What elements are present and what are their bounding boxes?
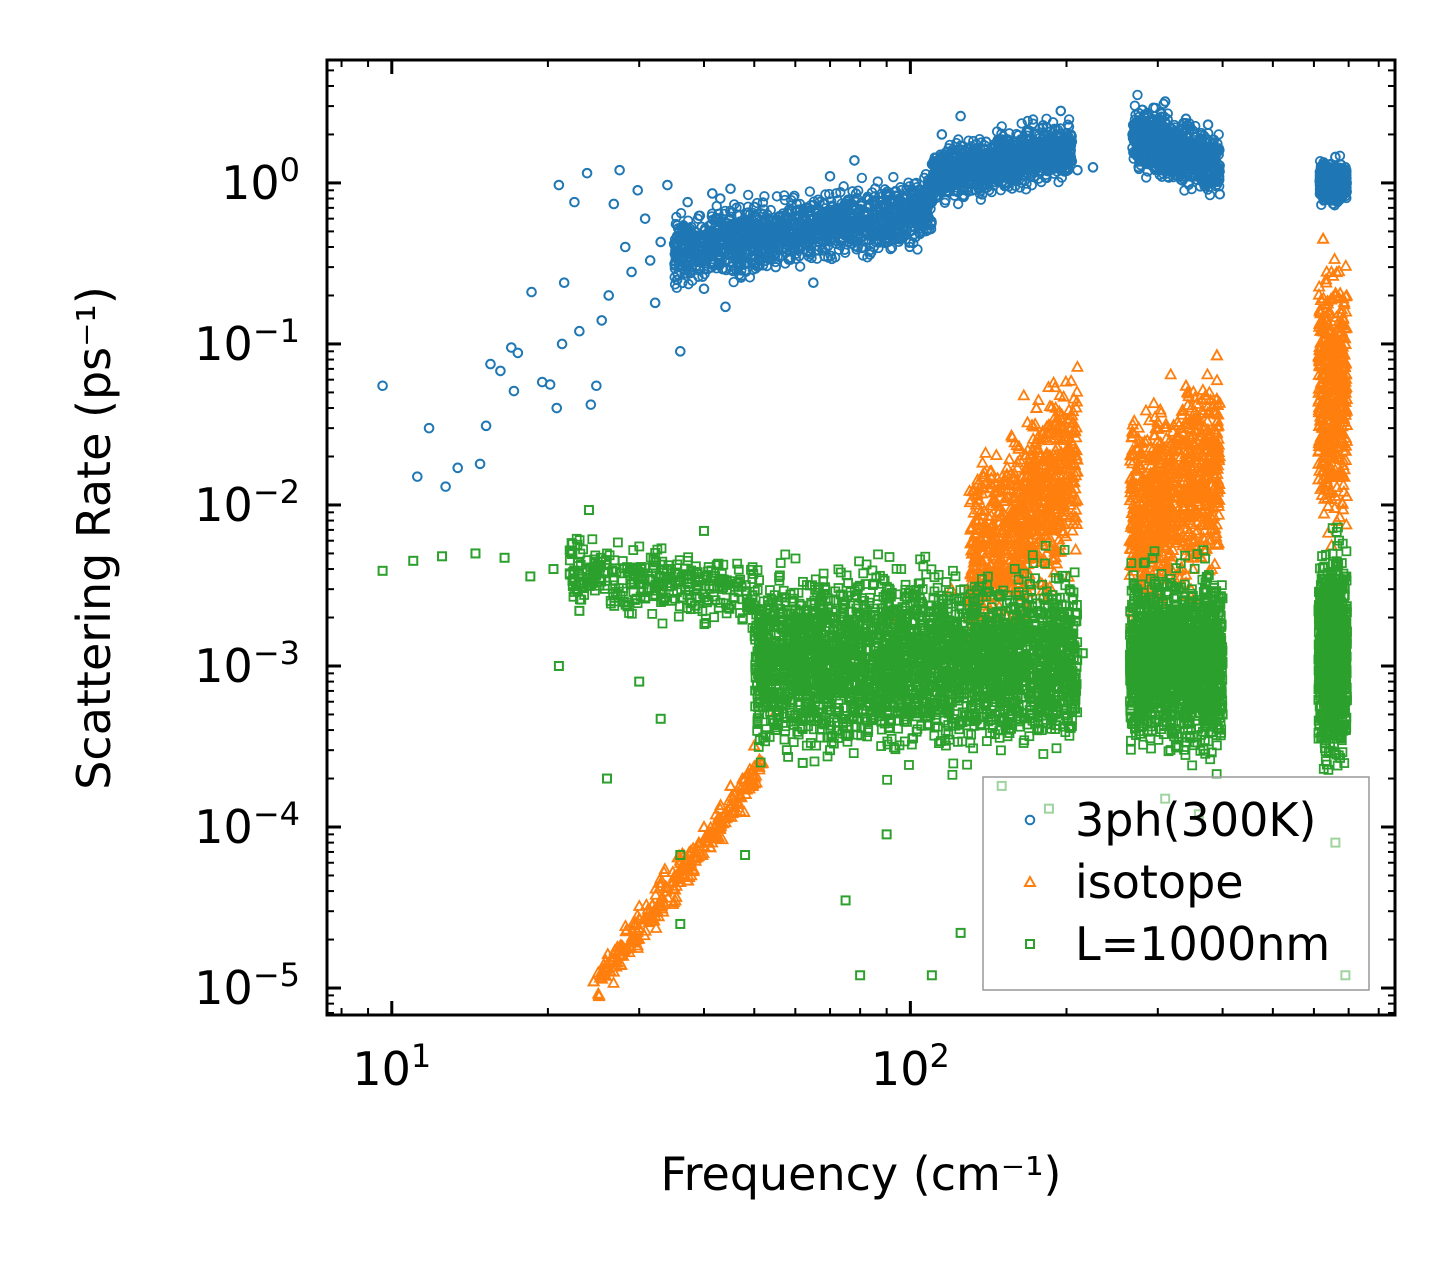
data-point bbox=[474, 458, 486, 470]
data-point bbox=[377, 380, 388, 392]
data-point bbox=[694, 210, 706, 221]
data-point bbox=[585, 399, 597, 410]
data-point bbox=[674, 346, 686, 357]
data-point bbox=[759, 191, 770, 202]
data-point bbox=[603, 290, 615, 301]
data-point bbox=[440, 481, 451, 492]
data-point bbox=[574, 325, 585, 337]
data-point bbox=[412, 471, 423, 482]
data-point bbox=[1070, 384, 1084, 397]
data-point bbox=[596, 315, 608, 326]
data-point bbox=[720, 301, 731, 313]
data-point bbox=[1017, 388, 1031, 401]
data-point bbox=[626, 266, 637, 278]
data-point bbox=[794, 261, 806, 272]
data-point bbox=[619, 241, 631, 253]
data-point bbox=[553, 179, 565, 191]
data-point bbox=[1087, 162, 1099, 173]
data-point bbox=[770, 261, 782, 273]
data-point bbox=[743, 189, 754, 201]
data-point bbox=[1069, 542, 1083, 555]
data-point bbox=[808, 277, 819, 289]
data-points bbox=[377, 89, 1354, 1002]
data-point bbox=[779, 190, 790, 201]
data-point bbox=[824, 170, 836, 182]
data-point bbox=[849, 155, 860, 166]
data-point bbox=[551, 402, 563, 414]
data-point bbox=[526, 286, 537, 298]
data-point bbox=[639, 213, 651, 224]
data-point bbox=[856, 172, 868, 184]
data-point bbox=[1031, 393, 1046, 405]
data-point bbox=[715, 193, 726, 204]
data-point bbox=[698, 283, 710, 295]
data-point bbox=[976, 455, 990, 468]
series-1-points bbox=[377, 89, 1352, 492]
data-point bbox=[655, 236, 666, 248]
data-point bbox=[495, 365, 506, 377]
data-point bbox=[558, 277, 570, 289]
data-point bbox=[912, 244, 923, 255]
data-point bbox=[1202, 119, 1214, 130]
data-point bbox=[852, 185, 864, 196]
data-point bbox=[1055, 105, 1067, 117]
data-point bbox=[725, 183, 736, 195]
data-point bbox=[423, 422, 435, 434]
data-point bbox=[649, 297, 661, 309]
data-point bbox=[480, 420, 492, 432]
data-point bbox=[1129, 100, 1141, 111]
data-point bbox=[1204, 189, 1216, 201]
data-point bbox=[771, 191, 783, 202]
data-point bbox=[1213, 129, 1224, 140]
data-point bbox=[485, 358, 496, 370]
data-point bbox=[955, 110, 966, 122]
data-point bbox=[707, 188, 718, 199]
data-point bbox=[632, 184, 644, 196]
data-point bbox=[936, 129, 948, 140]
data-point bbox=[888, 171, 899, 183]
data-point bbox=[608, 198, 620, 210]
data-point bbox=[804, 186, 816, 197]
data-point bbox=[591, 380, 602, 392]
data-point bbox=[1064, 373, 1078, 386]
data-point bbox=[556, 338, 568, 350]
data-point bbox=[614, 164, 625, 176]
data-point bbox=[452, 462, 464, 474]
data-point bbox=[1132, 89, 1143, 101]
data-point bbox=[632, 899, 646, 911]
data-point bbox=[512, 347, 524, 359]
data-point bbox=[508, 385, 520, 397]
data-point bbox=[544, 379, 556, 390]
data-point bbox=[569, 196, 580, 208]
data-point bbox=[644, 255, 656, 266]
data-point bbox=[1072, 164, 1083, 176]
data-point bbox=[682, 196, 693, 208]
data-point bbox=[581, 167, 593, 179]
data-point bbox=[1070, 360, 1084, 372]
data-point bbox=[872, 176, 883, 187]
data-point bbox=[662, 179, 673, 191]
